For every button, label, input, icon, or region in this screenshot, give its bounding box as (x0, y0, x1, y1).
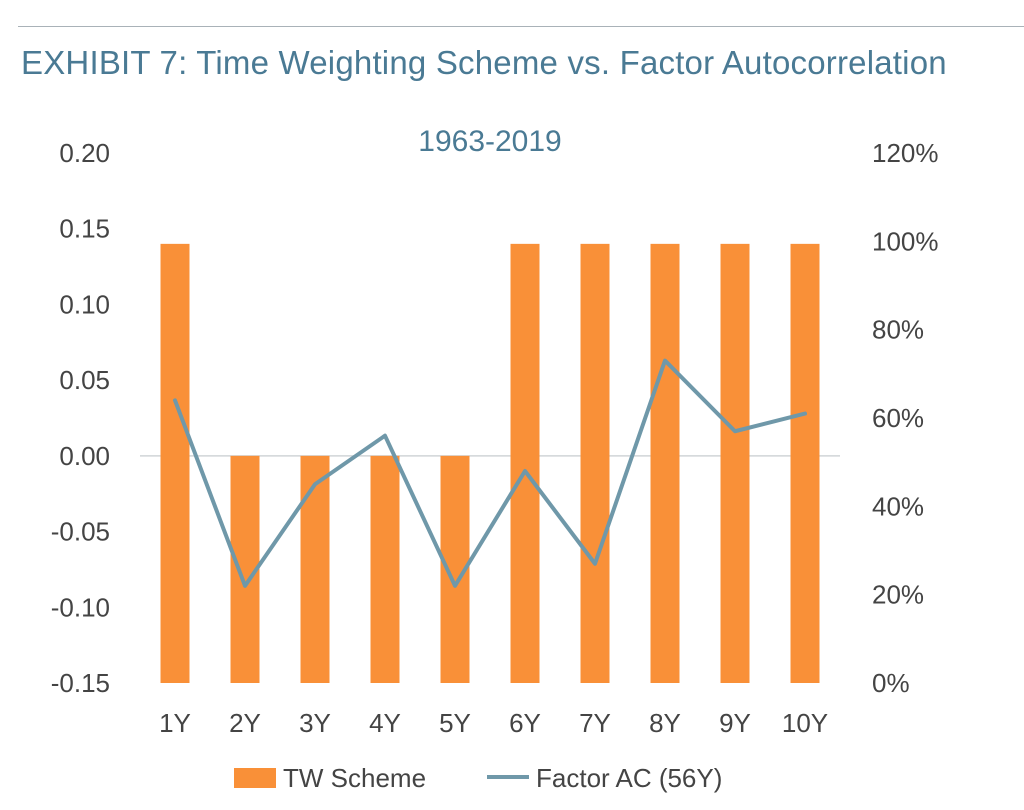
left-tick-label: -0.10 (51, 592, 110, 622)
x-tick-label: 7Y (579, 708, 611, 738)
bar-10y (790, 243, 820, 683)
x-tick-label: 9Y (719, 708, 751, 738)
legend-label-tw-scheme: TW Scheme (283, 763, 426, 793)
factor-ac-line (173, 358, 807, 588)
exhibit-title: EXHIBIT 7: Time Weighting Scheme vs. Fac… (21, 44, 947, 81)
x-tick-label: 2Y (229, 708, 261, 738)
left-tick-label: 0.10 (59, 289, 110, 319)
chart-title: 1963-2019 (418, 125, 561, 158)
bar-4y (370, 455, 400, 683)
bar-6y (510, 243, 540, 683)
x-tick-label: 3Y (299, 708, 331, 738)
bar-8y (650, 243, 680, 683)
top-rule (18, 26, 1024, 27)
left-tick-label: 0.05 (59, 365, 110, 395)
bar-9y (720, 243, 750, 683)
x-tick-label: 4Y (369, 708, 401, 738)
left-tick-label: 0.00 (59, 441, 110, 471)
x-tick-label: 10Y (782, 708, 828, 738)
right-tick-label: 0% (872, 668, 910, 698)
left-tick-label: -0.15 (51, 668, 110, 698)
right-tick-label: 60% (872, 403, 924, 433)
bar-1y (160, 243, 190, 683)
x-tick-label: 1Y (159, 708, 191, 738)
legend-label-factor-ac: Factor AC (56Y) (536, 763, 722, 793)
right-tick-label: 120% (872, 138, 939, 168)
bar-7y (580, 243, 610, 683)
x-tick-label: 5Y (439, 708, 471, 738)
x-tick-label: 6Y (509, 708, 541, 738)
legend-swatch-bars (234, 768, 276, 788)
right-tick-label: 40% (872, 491, 924, 521)
left-tick-label: 0.20 (59, 138, 110, 168)
x-tick-label: 8Y (649, 708, 681, 738)
right-tick-label: 20% (872, 580, 924, 610)
left-tick-label: 0.15 (59, 214, 110, 244)
bar-3y (300, 455, 330, 683)
right-tick-label: 100% (872, 226, 939, 256)
left-tick-label: -0.05 (51, 517, 110, 547)
right-tick-label: 80% (872, 315, 924, 345)
